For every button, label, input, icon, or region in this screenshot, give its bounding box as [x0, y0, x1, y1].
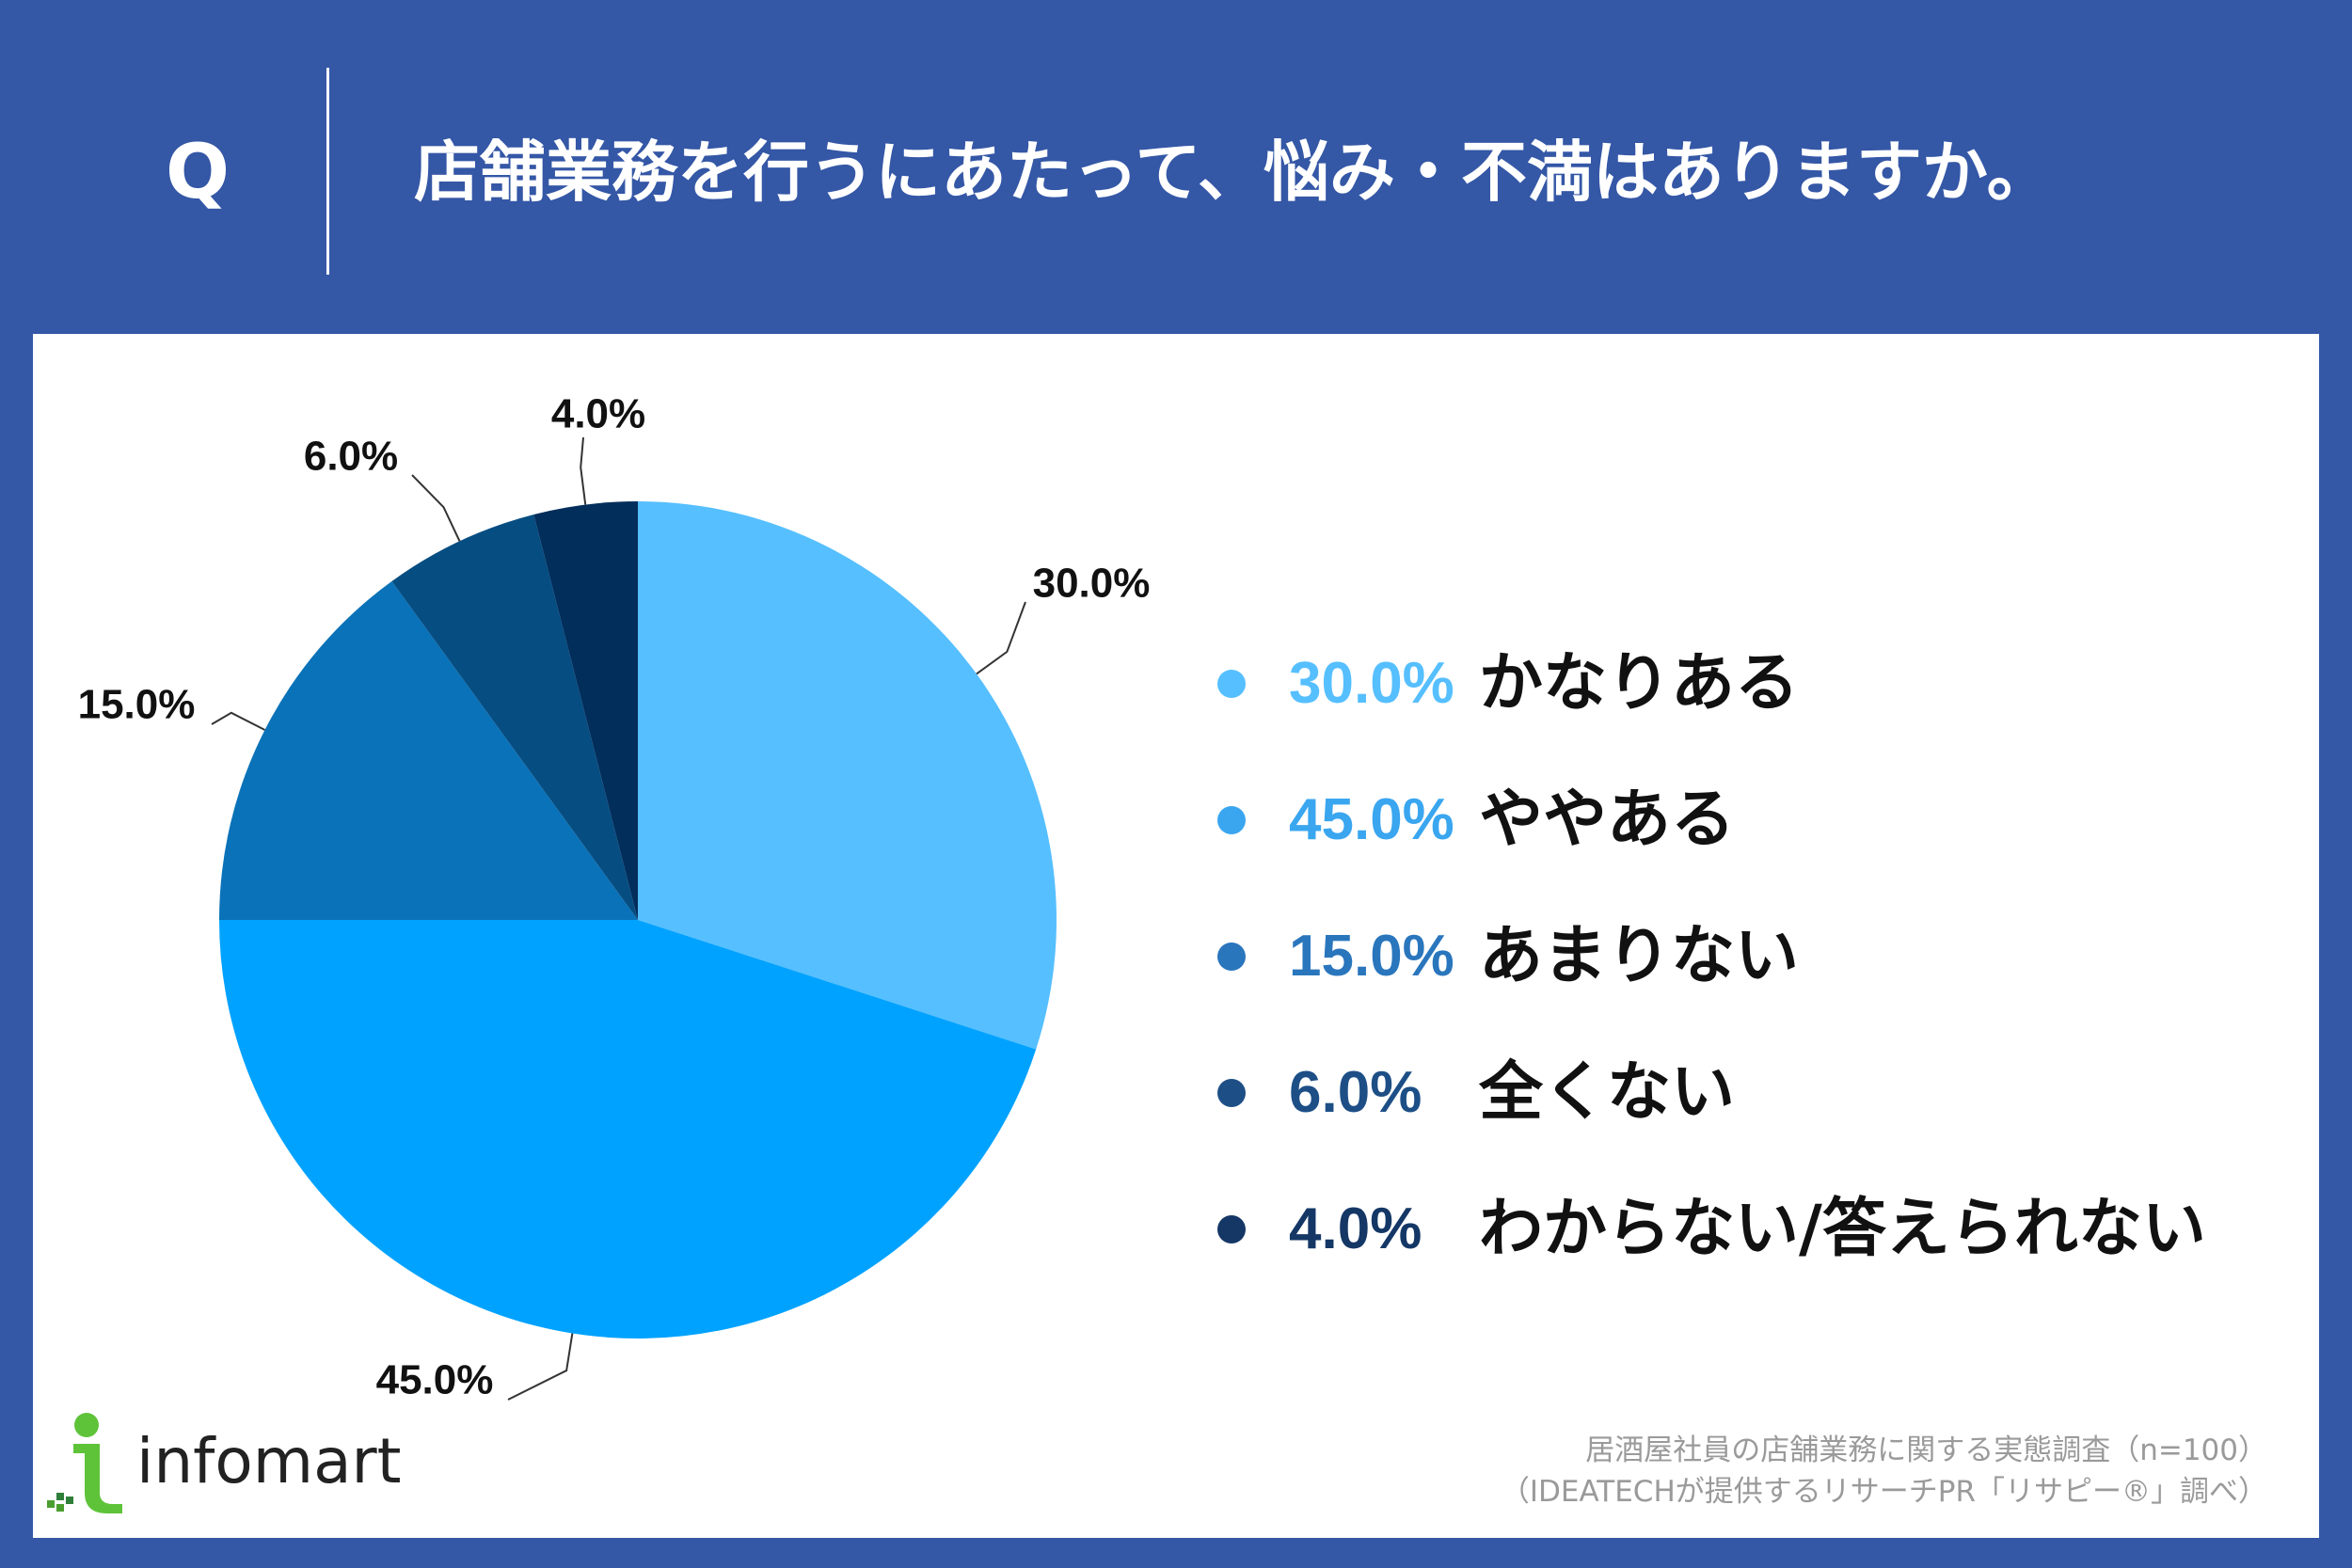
- pie-slice-4: [533, 501, 638, 920]
- question-mark: Q: [165, 128, 230, 215]
- legend-dot-4: [1217, 1215, 1246, 1243]
- question-title: 店舗業務を行うにあたって、悩み・不満はありますか。: [414, 134, 2053, 211]
- legend-pct-1: 45.0%: [1289, 787, 1454, 852]
- legend-pct-3: 6.0%: [1289, 1060, 1422, 1125]
- leader-line-1: [507, 1333, 574, 1401]
- data-label-4: 4.0%: [551, 391, 645, 437]
- legend-dot-0: [1217, 670, 1246, 698]
- data-label-3: 6.0%: [304, 434, 398, 480]
- legend-label-3: 全くない: [1479, 1055, 1736, 1130]
- source-line-1: 居酒屋社員の店舗業務に関する実態調査（n=100）: [1585, 1433, 2267, 1467]
- data-label-0: 30.0%: [1033, 561, 1151, 607]
- pie-slice-0: [638, 501, 1057, 1050]
- header: Q 店舗業務を行うにあたって、悩み・不満はありますか。: [0, 0, 2352, 334]
- legend-pct-2: 15.0%: [1289, 924, 1454, 989]
- legend-dot-3: [1217, 1079, 1246, 1107]
- pie-slice-2: [219, 580, 638, 920]
- legend-pct-4: 4.0%: [1289, 1196, 1422, 1261]
- legend-label-4: わからない/答えられない: [1479, 1192, 2206, 1266]
- logo-text: infomart: [136, 1425, 402, 1497]
- source-line-2: （IDEATECHが提供するリサーチPR「リサピー®」調べ）: [1500, 1475, 2267, 1509]
- leader-line-3: [411, 474, 461, 542]
- legend-pct-0: 30.0%: [1289, 651, 1454, 716]
- legend: 30.0% かなりある 45.0% ややある 15.0% あまりない 6.0% …: [1214, 640, 2305, 1322]
- leader-line-4: [580, 436, 587, 505]
- leader-line-2: [211, 711, 265, 731]
- legend-item-3: 6.0% 全くない: [1214, 1049, 2305, 1185]
- infomart-logo: infomart: [47, 1406, 461, 1519]
- legend-dot-1: [1217, 806, 1246, 834]
- leader-line-0: [976, 601, 1026, 675]
- legend-item-4: 4.0% わからない/答えられない: [1214, 1185, 2305, 1322]
- infomart-logo-icon: [47, 1413, 122, 1513]
- legend-label-2: あまりない: [1479, 919, 1800, 993]
- data-label-1: 45.0%: [376, 1357, 494, 1403]
- legend-item-0: 30.0% かなりある: [1214, 640, 2305, 776]
- pie-slice-1: [219, 920, 1037, 1338]
- header-divider: [326, 68, 329, 275]
- source-note: 居酒屋社員の店舗業務に関する実態調査（n=100） （IDEATECHが提供する…: [1223, 1430, 2267, 1513]
- legend-item-1: 45.0% ややある: [1214, 776, 2305, 912]
- pie-slice-3: [391, 514, 638, 920]
- legend-label-0: かなりある: [1479, 646, 1800, 721]
- legend-label-1: ややある: [1479, 783, 1736, 857]
- data-label-2: 15.0%: [78, 682, 196, 728]
- legend-dot-2: [1217, 942, 1246, 971]
- legend-item-2: 15.0% あまりない: [1214, 912, 2305, 1049]
